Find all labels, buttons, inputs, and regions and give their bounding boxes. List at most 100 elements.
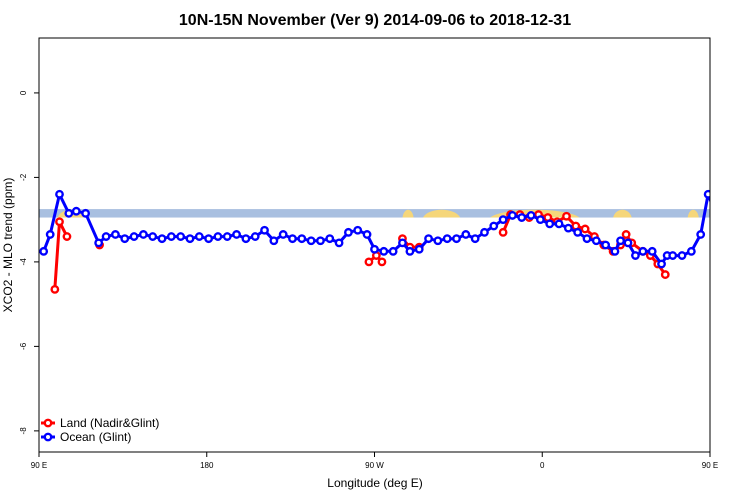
data-point xyxy=(334,238,344,248)
data-point xyxy=(39,246,49,256)
data-point xyxy=(213,232,223,241)
y-tick-label: -2 xyxy=(19,173,28,181)
data-point xyxy=(269,236,279,246)
land-band-patch xyxy=(719,210,749,218)
legend: Land (Nadir&Glint)Ocean (Glint) xyxy=(41,416,159,444)
data-point xyxy=(623,238,633,248)
data-point xyxy=(185,234,195,244)
x-axis-label: Longitude (deg E) xyxy=(327,476,422,490)
data-point xyxy=(731,233,737,239)
data-point xyxy=(204,234,214,244)
data-point xyxy=(362,230,372,239)
data-point xyxy=(696,230,706,239)
data-point xyxy=(297,234,307,244)
data-point xyxy=(517,213,527,222)
data-point xyxy=(470,234,480,244)
data-point xyxy=(563,223,573,233)
x-tick-label: 90 E xyxy=(702,461,718,470)
data-point xyxy=(621,230,631,239)
legend-label: Ocean (Glint) xyxy=(60,430,131,444)
data-point xyxy=(222,232,232,241)
data-point xyxy=(64,208,74,218)
data-point xyxy=(591,236,601,246)
data-point xyxy=(660,270,670,279)
data-point xyxy=(722,208,728,214)
data-point xyxy=(379,246,389,256)
data-point xyxy=(55,217,64,227)
data-point xyxy=(166,232,176,241)
data-point xyxy=(573,227,583,237)
data-point xyxy=(260,225,269,235)
legend-marker xyxy=(43,418,53,428)
x-tick-label: 90 E xyxy=(31,461,47,470)
data-point xyxy=(405,246,415,256)
y-axis: 0 -2 -4 -6 -8 xyxy=(19,90,39,434)
data-point xyxy=(101,232,111,241)
x-tick-label: 180 xyxy=(200,461,214,470)
data-point xyxy=(647,246,657,256)
data-point xyxy=(45,230,55,239)
land-band-patch xyxy=(687,209,699,218)
data-point xyxy=(433,236,443,246)
data-point xyxy=(398,238,407,248)
series-ocean xyxy=(39,189,746,269)
land-band-patch xyxy=(422,209,461,218)
chart-title: 10N-15N November (Ver 9) 2014-09-06 to 2… xyxy=(179,12,571,29)
legend-marker xyxy=(43,432,53,442)
data-point xyxy=(148,232,158,241)
data-point xyxy=(388,246,398,256)
data-point xyxy=(129,232,139,241)
x-tick-label: 90 W xyxy=(365,461,384,470)
data-point xyxy=(461,230,471,239)
data-point xyxy=(545,219,555,229)
data-point xyxy=(498,227,508,237)
data-point xyxy=(638,246,648,256)
data-point xyxy=(288,234,297,244)
data-point xyxy=(71,206,81,216)
data-point xyxy=(535,215,545,225)
data-point xyxy=(325,234,335,244)
data-point xyxy=(740,240,746,246)
data-point xyxy=(120,234,130,244)
data-point xyxy=(442,234,452,244)
ocean-band xyxy=(39,209,710,218)
data-point xyxy=(111,230,120,239)
data-point xyxy=(582,234,592,244)
data-point xyxy=(616,236,625,246)
data-point xyxy=(176,232,186,241)
data-point xyxy=(452,234,461,244)
data-point xyxy=(580,224,590,234)
data-point xyxy=(731,210,737,216)
data-point xyxy=(712,210,718,216)
data-point xyxy=(562,211,571,221)
data-point xyxy=(316,236,325,246)
land-band-patch xyxy=(402,209,414,218)
data-point xyxy=(278,230,288,239)
legend-label: Land (Nadir&Glint) xyxy=(60,416,159,430)
data-point xyxy=(722,219,728,225)
series-line xyxy=(501,213,667,276)
data-point xyxy=(94,238,104,248)
y-axis-label: XCO2 - MLO trend (ppm) xyxy=(1,178,15,313)
land-band-patch xyxy=(613,209,632,218)
data-point xyxy=(714,286,720,292)
data-point xyxy=(232,230,241,239)
y-tick-label: 0 xyxy=(19,90,28,95)
data-point xyxy=(364,257,374,267)
series-line xyxy=(53,220,69,290)
data-point xyxy=(703,189,710,199)
data-point xyxy=(498,215,508,225)
data-point xyxy=(370,244,379,254)
data-point xyxy=(610,246,620,256)
data-point xyxy=(677,251,687,260)
data-point xyxy=(668,251,678,260)
data-point xyxy=(480,227,489,237)
data-point xyxy=(508,211,517,220)
x-tick-label: 0 xyxy=(540,461,545,470)
data-point xyxy=(250,232,260,241)
land-ocean-band xyxy=(39,209,749,218)
data-point xyxy=(414,244,424,254)
data-point xyxy=(62,232,72,241)
y-tick-label: -8 xyxy=(19,427,28,435)
